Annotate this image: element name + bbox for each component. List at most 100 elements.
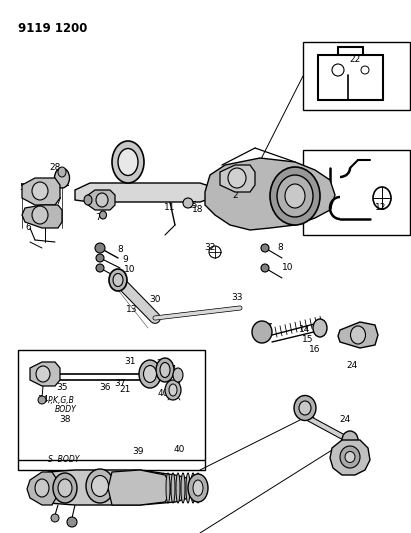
Bar <box>303 150 410 235</box>
Text: 21: 21 <box>119 385 131 394</box>
Text: 1: 1 <box>219 171 225 180</box>
Text: 12: 12 <box>375 204 387 213</box>
Text: 9119 1200: 9119 1200 <box>18 22 88 35</box>
Ellipse shape <box>228 168 246 188</box>
Ellipse shape <box>191 473 195 503</box>
Ellipse shape <box>58 167 66 177</box>
Ellipse shape <box>173 368 183 382</box>
Ellipse shape <box>181 473 185 503</box>
Text: 3: 3 <box>25 208 31 217</box>
Text: 10: 10 <box>124 265 136 274</box>
Text: 29: 29 <box>122 143 134 152</box>
Text: 28: 28 <box>49 164 61 173</box>
Text: 36: 36 <box>99 384 111 392</box>
Ellipse shape <box>58 479 72 497</box>
Text: 41: 41 <box>166 366 178 375</box>
Polygon shape <box>108 470 170 505</box>
Text: 7: 7 <box>55 198 61 206</box>
Ellipse shape <box>112 141 144 183</box>
Ellipse shape <box>196 473 200 503</box>
Ellipse shape <box>169 384 177 396</box>
Text: 10: 10 <box>282 263 294 272</box>
Polygon shape <box>30 362 60 386</box>
Text: 32: 32 <box>204 244 216 253</box>
Polygon shape <box>88 190 115 210</box>
Text: 34: 34 <box>37 395 48 405</box>
Ellipse shape <box>252 321 272 343</box>
Bar <box>303 42 410 110</box>
Ellipse shape <box>99 211 106 219</box>
Text: 7: 7 <box>95 214 101 222</box>
Text: 25: 25 <box>186 200 198 209</box>
Circle shape <box>261 264 269 272</box>
Text: 4: 4 <box>92 196 98 205</box>
Text: 18: 18 <box>192 206 204 214</box>
Polygon shape <box>22 205 62 228</box>
Circle shape <box>183 198 193 208</box>
Ellipse shape <box>84 195 92 205</box>
Ellipse shape <box>156 358 174 382</box>
Text: 19: 19 <box>142 364 154 373</box>
Text: 24: 24 <box>346 360 358 369</box>
Text: 38: 38 <box>59 416 71 424</box>
Text: 37: 37 <box>114 378 126 387</box>
Polygon shape <box>75 183 220 202</box>
Text: 14: 14 <box>299 326 311 335</box>
Text: 40: 40 <box>157 389 169 398</box>
Ellipse shape <box>171 473 175 503</box>
Text: 17: 17 <box>262 324 274 333</box>
Text: 24: 24 <box>339 416 351 424</box>
Ellipse shape <box>351 326 365 344</box>
Ellipse shape <box>160 362 170 377</box>
Ellipse shape <box>32 182 48 200</box>
Ellipse shape <box>118 149 138 175</box>
Polygon shape <box>22 178 60 205</box>
Text: 20: 20 <box>156 359 168 367</box>
Ellipse shape <box>109 269 127 291</box>
Text: 39: 39 <box>132 448 144 456</box>
Text: 9: 9 <box>122 255 128 264</box>
Ellipse shape <box>166 473 170 503</box>
Text: P,K,G,B: P,K,G,B <box>48 395 75 405</box>
Ellipse shape <box>139 360 161 388</box>
Text: 2: 2 <box>232 190 238 199</box>
Ellipse shape <box>270 167 320 225</box>
Text: 6: 6 <box>25 223 31 232</box>
Ellipse shape <box>165 380 181 400</box>
Polygon shape <box>338 322 378 348</box>
Ellipse shape <box>32 206 48 224</box>
Polygon shape <box>220 165 255 192</box>
Polygon shape <box>38 470 200 505</box>
Text: 26: 26 <box>349 443 361 453</box>
Ellipse shape <box>55 168 69 188</box>
Ellipse shape <box>35 479 49 497</box>
Text: 30: 30 <box>149 295 161 304</box>
Text: 40: 40 <box>173 446 185 455</box>
Text: S  BODY: S BODY <box>48 456 79 464</box>
Text: 8: 8 <box>117 246 123 254</box>
Text: 8: 8 <box>277 244 283 253</box>
Text: 31: 31 <box>124 358 136 367</box>
Text: 22: 22 <box>349 55 360 64</box>
Ellipse shape <box>143 366 157 383</box>
Ellipse shape <box>186 473 190 503</box>
Polygon shape <box>330 440 370 475</box>
Ellipse shape <box>36 366 50 382</box>
Ellipse shape <box>299 401 311 415</box>
Polygon shape <box>205 158 335 230</box>
Circle shape <box>51 514 59 522</box>
Text: 16: 16 <box>309 345 321 354</box>
Text: 33: 33 <box>231 294 243 303</box>
Text: 23: 23 <box>296 403 308 413</box>
Circle shape <box>96 254 104 262</box>
Circle shape <box>67 517 77 527</box>
Ellipse shape <box>86 469 114 503</box>
Text: 27: 27 <box>352 335 364 344</box>
Text: 13: 13 <box>126 305 138 314</box>
Ellipse shape <box>176 473 180 503</box>
Ellipse shape <box>188 474 208 502</box>
Ellipse shape <box>96 193 108 207</box>
Ellipse shape <box>340 446 360 468</box>
Circle shape <box>261 244 269 252</box>
Ellipse shape <box>313 319 327 337</box>
